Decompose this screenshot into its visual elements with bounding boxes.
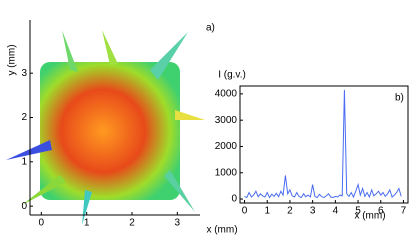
x-tick-label: 4 xyxy=(333,206,339,217)
x-axis-label: x (mm) xyxy=(354,211,385,222)
x-tick-label: 1 xyxy=(264,206,270,217)
y-tick-label: 0 xyxy=(231,194,237,205)
x-tick-label: 3 xyxy=(175,218,181,229)
y-tick-label: 3 xyxy=(21,68,27,79)
x-tick-label: 2 xyxy=(287,206,293,217)
x-tick-label: 3 xyxy=(310,206,316,217)
y-tick-label: 1 xyxy=(21,156,27,167)
x-tick-label: 7 xyxy=(401,206,407,217)
y-tick-label: 2 xyxy=(21,112,27,123)
x-tick-label: 6 xyxy=(378,206,384,217)
x-tick-label: 2 xyxy=(129,218,135,229)
y-tick-label: 2000 xyxy=(215,141,238,152)
y-axis-label: y (mm) xyxy=(7,44,18,75)
render-image xyxy=(6,30,205,225)
x-tick-label: 1 xyxy=(84,218,90,229)
x-axis-label: x (mm) xyxy=(206,225,237,236)
x-tick-label: 0 xyxy=(39,218,45,229)
y-tick-label: 4000 xyxy=(215,89,238,100)
y-tick-label: 1000 xyxy=(215,167,238,178)
x-tick-label: 0 xyxy=(242,206,248,217)
x-tick-label: 5 xyxy=(355,206,361,217)
panel-label: a) xyxy=(206,23,215,34)
intensity-line xyxy=(244,89,402,199)
plot-frame xyxy=(239,85,409,204)
panel-label: b) xyxy=(395,93,404,104)
y-tick-label: 0 xyxy=(21,201,27,212)
y-axis-label: I (g.v.) xyxy=(218,70,246,81)
y-tick-label: 3000 xyxy=(215,115,238,126)
